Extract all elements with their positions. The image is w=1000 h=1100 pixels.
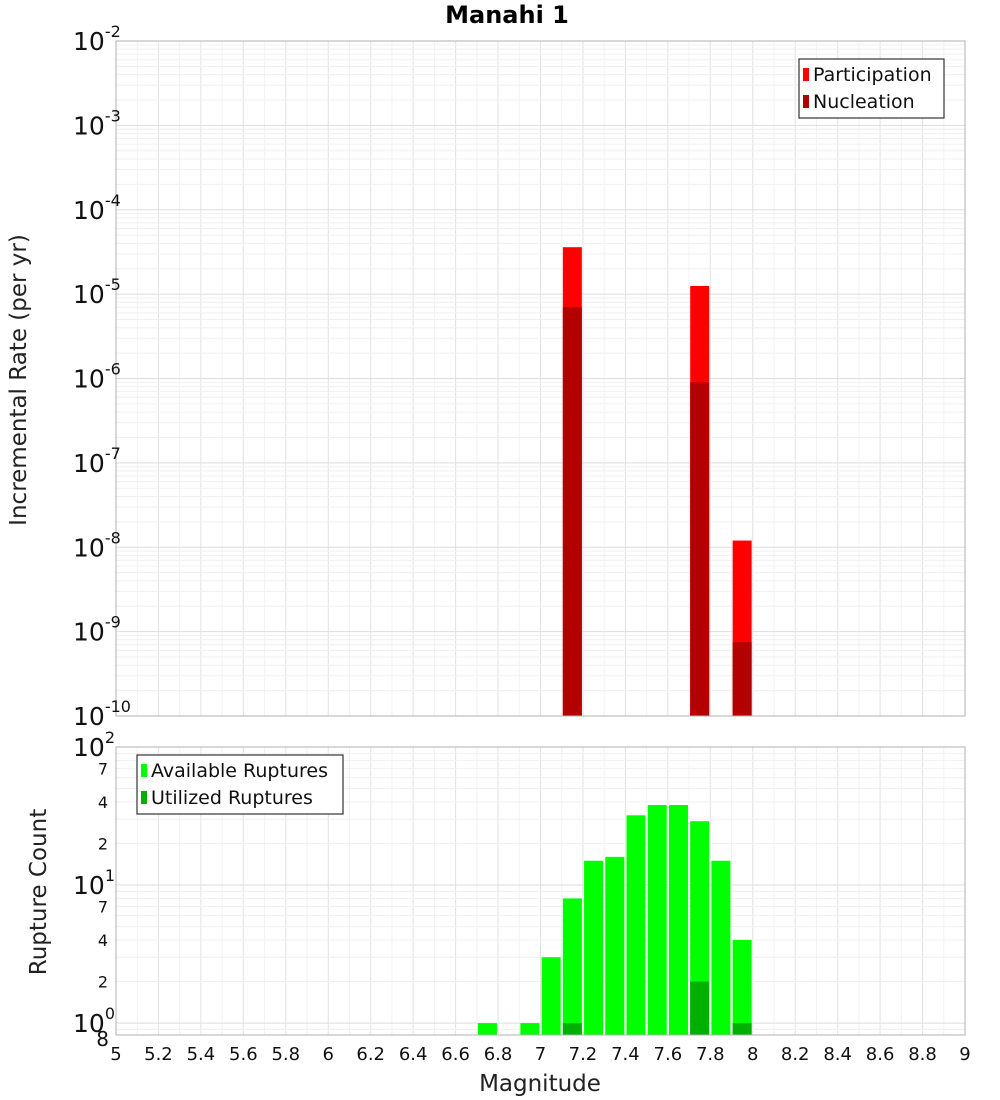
count-bar-a bbox=[668, 805, 688, 1035]
y-tick-label: 100 bbox=[73, 1004, 115, 1038]
count-bar-a bbox=[605, 856, 625, 1035]
legend-box bbox=[136, 754, 344, 815]
x-tick-label: 7.6 bbox=[654, 1044, 683, 1065]
count-bar-a bbox=[626, 815, 646, 1035]
x-tick-label: 7 bbox=[535, 1044, 546, 1065]
legend-swatch bbox=[803, 95, 809, 108]
x-tick-label: 8.8 bbox=[908, 1044, 937, 1065]
y-tick-label: 10-5 bbox=[73, 275, 121, 309]
rate-bar-b bbox=[690, 382, 710, 716]
y-tick-label: 10-10 bbox=[73, 697, 131, 731]
rate-legend: Participation Nucleation bbox=[798, 58, 945, 119]
x-tick-label: 6.8 bbox=[484, 1044, 513, 1065]
y-tick-label: 10-3 bbox=[73, 106, 121, 140]
x-tick-label: 8 bbox=[747, 1044, 758, 1065]
x-tick-label: 8.4 bbox=[823, 1044, 852, 1065]
legend-label: Nucleation bbox=[813, 91, 915, 113]
count-legend: Available Ruptures Utilized Ruptures bbox=[136, 754, 344, 815]
x-tick-label: 5.8 bbox=[271, 1044, 300, 1065]
rate-bar-b bbox=[732, 642, 752, 716]
count-bar-a bbox=[477, 1023, 497, 1035]
y-minor-tick-label: 7 bbox=[98, 759, 108, 778]
rate-plot-bars bbox=[562, 247, 752, 716]
legend-swatch bbox=[141, 764, 147, 777]
magnitude-x-ticks: 5 5.2 5.4 5.6 5.8 6 6.2 6.4 6.6 6.8 7 7.2 7.4 7.6 7.8 8… bbox=[110, 1044, 970, 1065]
rate-y-axis-title: Incremental Rate (per yr) bbox=[6, 234, 32, 526]
x-tick-label: 6 bbox=[323, 1044, 334, 1065]
x-tick-label: 6.4 bbox=[399, 1044, 428, 1065]
y-minor-tick-label: 4 bbox=[98, 793, 108, 812]
x-tick-label: 5.2 bbox=[144, 1044, 173, 1065]
y-tick-label: 101 bbox=[73, 866, 115, 900]
legend-label: Participation bbox=[813, 64, 932, 86]
rate-plot-grid bbox=[115, 41, 966, 717]
x-tick-label: 7.2 bbox=[569, 1044, 598, 1065]
x-tick-label: 8.2 bbox=[781, 1044, 810, 1065]
count-plot-border bbox=[115, 746, 966, 1036]
legend-label: Utilized Ruptures bbox=[151, 787, 313, 809]
count-plot: 102 101 100 7 4 2 7 4 2 8 5 5.2 5.4 5.6 5.8 6 6.2 6.4 6.6… bbox=[26, 728, 971, 1097]
x-tick-label: 7.4 bbox=[611, 1044, 640, 1065]
y-minor-tick-label: 7 bbox=[98, 897, 108, 916]
x-tick-label: 5 bbox=[110, 1044, 121, 1065]
count-plot-y-ticks: 102 101 100 7 4 2 7 4 2 8 bbox=[73, 728, 115, 1051]
y-minor-tick-label: 2 bbox=[98, 973, 108, 992]
rate-plot-border bbox=[115, 40, 966, 717]
count-bar-a bbox=[520, 1023, 540, 1035]
y-tick-label: 10-4 bbox=[73, 191, 121, 225]
count-bar-b bbox=[562, 1023, 582, 1035]
count-bar-b bbox=[732, 1023, 752, 1035]
y-tick-label: 10-2 bbox=[73, 22, 121, 56]
y-tick-label: 102 bbox=[73, 728, 115, 762]
x-axis-title: Magnitude bbox=[479, 1071, 601, 1097]
x-tick-label: 9 bbox=[959, 1044, 970, 1065]
rate-plot: 10-2 10-3 10-4 10-5 10-6 10-7 10-8 10-9 10-10 In… bbox=[6, 22, 966, 731]
count-bar-a bbox=[647, 805, 667, 1035]
y-minor-tick-label: 2 bbox=[98, 834, 108, 853]
rate-plot-y-ticks: 10-2 10-3 10-4 10-5 10-6 10-7 10-8 10-9 10-10 bbox=[73, 22, 131, 731]
count-bar-a bbox=[711, 860, 731, 1035]
x-tick-label: 5.6 bbox=[229, 1044, 258, 1065]
rate-bar-b bbox=[562, 307, 582, 716]
y-tick-label: 10-7 bbox=[73, 444, 121, 478]
x-tick-label: 6.6 bbox=[441, 1044, 470, 1065]
legend-swatch bbox=[141, 791, 147, 804]
count-bar-b bbox=[690, 981, 710, 1035]
legend-label: Available Ruptures bbox=[151, 760, 328, 782]
count-plot-bars bbox=[477, 805, 752, 1035]
y-minor-tick-label: 8 bbox=[96, 1027, 109, 1051]
count-y-axis-title: Rupture Count bbox=[26, 809, 52, 975]
x-tick-label: 7.8 bbox=[696, 1044, 725, 1065]
x-tick-label: 5.4 bbox=[187, 1044, 216, 1065]
legend-box bbox=[798, 58, 945, 119]
y-minor-tick-label: 4 bbox=[98, 931, 108, 950]
y-tick-label: 10-8 bbox=[73, 528, 121, 562]
x-tick-label: 8.6 bbox=[866, 1044, 895, 1065]
y-tick-label: 10-6 bbox=[73, 360, 121, 394]
y-tick-label: 10-9 bbox=[73, 613, 121, 647]
chart-title: Manahi 1 bbox=[445, 1, 569, 29]
count-bar-a bbox=[732, 939, 752, 1035]
count-bar-a bbox=[562, 898, 582, 1035]
x-tick-label: 6.2 bbox=[356, 1044, 385, 1065]
count-bar-a bbox=[584, 860, 604, 1035]
count-bar-a bbox=[541, 957, 561, 1035]
legend-swatch bbox=[803, 68, 809, 81]
